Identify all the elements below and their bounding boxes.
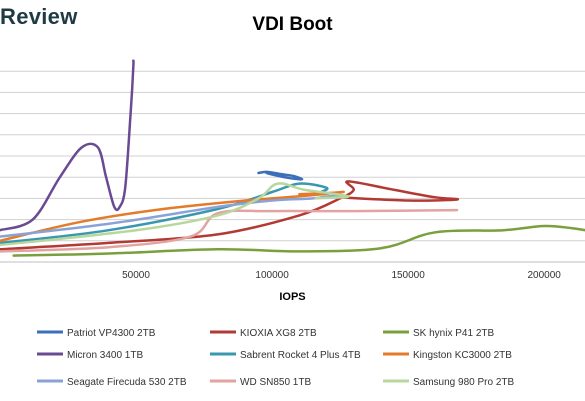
legend-label: Micron 3400 1TB	[67, 350, 143, 361]
chart-title: VDI Boot	[252, 14, 333, 35]
series-line-1	[0, 180, 460, 251]
legend-label: KIOXIA XG8 2TB	[240, 328, 317, 339]
legend-label: Patriot VP4300 2TB	[67, 328, 156, 339]
legend-label: Kingston KC3000 2TB	[413, 350, 512, 361]
x-tick-label: 200000	[527, 270, 561, 281]
series-line-2	[12, 224, 585, 257]
series-line-4	[0, 182, 329, 245]
legend-label: Seagate Firecuda 530 2TB	[67, 377, 187, 388]
x-tick-label: 150000	[391, 270, 425, 281]
series-line-7	[0, 208, 459, 253]
legend-label: Samsung 980 Pro 2TB	[413, 377, 514, 388]
series-line-0	[257, 170, 304, 181]
brand-logo-text: Review	[0, 4, 78, 29]
series-line-3	[0, 59, 135, 232]
legend-label: Sabrent Rocket 4 Plus 4TB	[240, 350, 361, 361]
x-tick-label: 100000	[255, 270, 289, 281]
x-axis-label: IOPS	[279, 291, 306, 303]
legend-label: WD SN850 1TB	[240, 377, 311, 388]
legend-label: SK hynix P41 2TB	[413, 328, 494, 339]
x-tick-label: 50000	[122, 270, 150, 281]
series-line-6	[0, 193, 342, 238]
series-line-8	[0, 182, 350, 247]
